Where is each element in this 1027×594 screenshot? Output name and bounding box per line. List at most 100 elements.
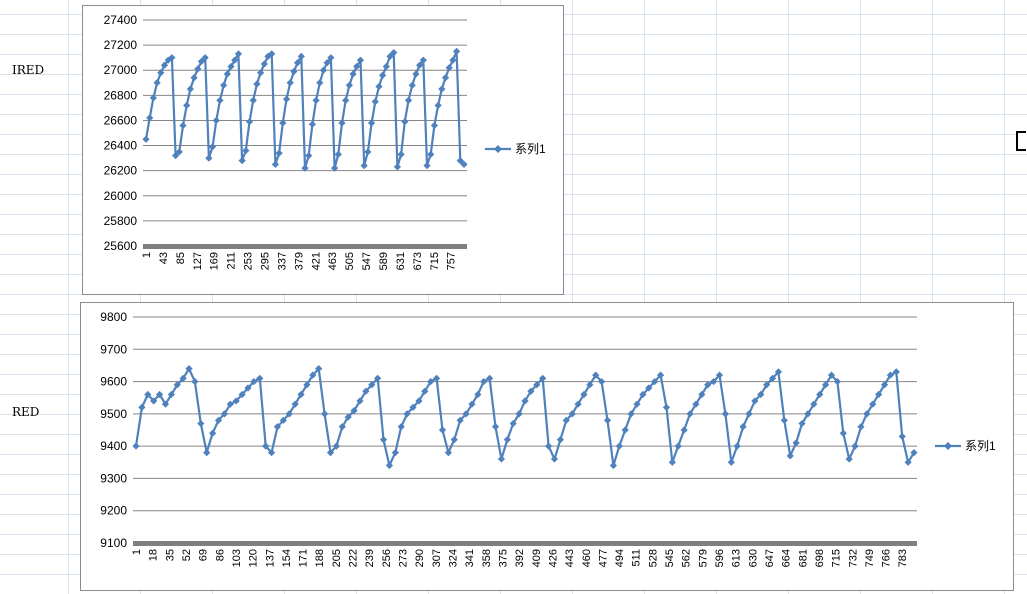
data-point	[183, 101, 191, 109]
data-point	[321, 410, 329, 418]
ired-chart[interactable]: 25600 25800 26000 26200 26400 26600 26800 27000…	[82, 5, 564, 295]
y-tick-label: 9400	[100, 439, 127, 453]
x-tick-label: 290	[414, 549, 426, 567]
data-point	[249, 96, 257, 104]
red-chart-svg: 9100 9200 9300 9400 9500 9600 9700 9800 1 18 35 52 6…	[100, 310, 996, 567]
y-tick-label: 26400	[104, 139, 138, 153]
data-point	[319, 66, 328, 74]
x-tick-label: 358	[481, 549, 493, 567]
data-point	[238, 157, 246, 165]
x-tick-label: 188	[314, 549, 326, 567]
x-tick-label: 295	[259, 252, 271, 270]
x-tick-label: 127	[192, 252, 204, 270]
data-point	[375, 82, 383, 91]
data-point	[356, 56, 365, 64]
data-point	[639, 390, 647, 399]
data-point	[201, 54, 209, 62]
legend-marker	[494, 145, 502, 153]
data-point	[397, 150, 405, 158]
data-point	[138, 403, 146, 411]
x-tick-label: 1	[141, 252, 153, 258]
red-chart[interactable]: 9100 9200 9300 9400 9500 9600 9700 9800 1 18 35 52 6…	[80, 302, 1014, 591]
data-point	[449, 56, 457, 64]
column-edge-marker	[1016, 131, 1026, 151]
data-point	[367, 119, 376, 127]
data-point	[792, 439, 800, 447]
x-tick-label: 341	[464, 549, 476, 567]
data-point	[430, 121, 439, 130]
x-tick-label: 137	[264, 549, 276, 567]
x-tick-label: 421	[310, 252, 322, 270]
data-point	[220, 81, 228, 89]
data-point	[379, 436, 388, 444]
data-point	[360, 162, 368, 170]
x-tick-label: 732	[847, 549, 859, 567]
data-point	[173, 381, 181, 389]
data-point	[374, 374, 382, 382]
x-tick-label: 103	[231, 549, 243, 567]
x-tick-label: 154	[281, 549, 293, 567]
legend: 系列1	[485, 142, 546, 156]
data-point	[450, 436, 458, 444]
y-tick-label: 9600	[100, 375, 127, 389]
y-tick-label: 25800	[104, 214, 138, 228]
x-tick-label: 589	[378, 252, 390, 270]
data-point	[460, 160, 468, 168]
data-point	[146, 114, 154, 122]
data-point	[301, 164, 309, 172]
data-point	[209, 429, 217, 437]
x-tick-label: 757	[446, 252, 458, 270]
x-tick-label: 579	[697, 549, 709, 567]
y-tick-label: 25600	[104, 239, 138, 253]
data-point	[191, 377, 199, 386]
data-point	[757, 390, 765, 399]
data-point	[171, 152, 180, 160]
legend-label: 系列1	[965, 439, 996, 453]
x-tick-label: 545	[664, 549, 676, 567]
data-point	[503, 436, 511, 444]
x-tick-label: 647	[764, 549, 776, 567]
data-point	[668, 458, 676, 466]
data-point	[149, 94, 157, 102]
data-point	[353, 62, 361, 71]
data-point	[386, 52, 394, 61]
data-point	[132, 442, 140, 450]
data-point	[371, 98, 379, 106]
data-point	[404, 96, 413, 104]
data-point	[338, 423, 346, 431]
x-tick-label: 1	[131, 549, 143, 555]
data-point	[338, 119, 346, 127]
data-point	[326, 449, 335, 457]
x-tick-label: 253	[243, 252, 255, 270]
data-point	[721, 410, 729, 418]
data-point	[445, 64, 453, 72]
data-point	[364, 148, 372, 156]
x-tick-label: 86	[214, 549, 226, 561]
data-point	[645, 384, 653, 392]
data-point	[286, 79, 294, 87]
data-point	[216, 96, 224, 104]
data-point	[533, 381, 541, 389]
x-tick-label: 324	[447, 549, 459, 567]
x-tick-label: 169	[209, 252, 221, 270]
data-point	[308, 120, 316, 128]
data-point	[621, 426, 629, 434]
legend: 系列1	[935, 439, 996, 453]
x-tick-label: 256	[381, 549, 393, 567]
data-point	[197, 57, 206, 66]
x-tick-label: 673	[412, 252, 424, 270]
data-point	[390, 49, 398, 57]
data-point	[362, 387, 370, 395]
y-tick-label: 26800	[104, 88, 138, 102]
data-point	[875, 390, 883, 399]
x-tick-label: 35	[164, 549, 176, 561]
data-point	[316, 79, 324, 87]
y-tick-label: 9700	[100, 342, 127, 356]
data-point	[434, 101, 442, 109]
x-tick-label: 681	[797, 549, 809, 567]
data-point	[186, 85, 194, 93]
data-point	[544, 442, 553, 450]
x-tick-label: 698	[814, 549, 826, 567]
data-point	[539, 374, 547, 382]
y-tick-label: 27400	[104, 13, 138, 27]
